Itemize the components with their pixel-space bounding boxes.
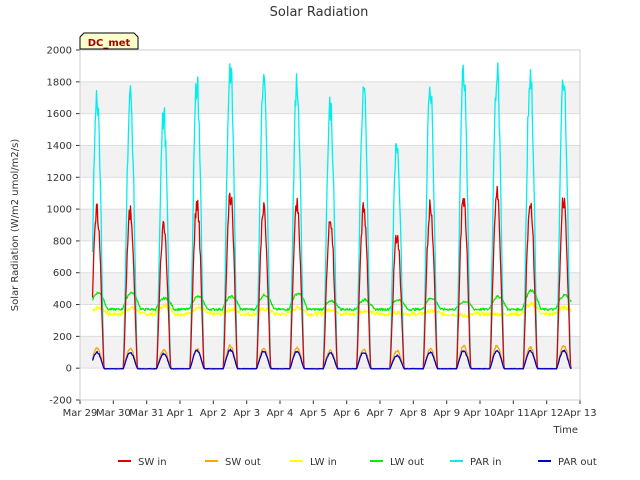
y-tick-label: 1400 <box>47 141 72 152</box>
x-tick-label: Apr 11 <box>497 408 530 419</box>
station-badge: DC_met <box>79 32 139 50</box>
x-tick-label: Apr 4 <box>267 408 294 419</box>
grid-band <box>80 177 580 210</box>
x-tick-label: Mar 31 <box>129 408 164 419</box>
x-tick-label: Apr 2 <box>200 408 227 419</box>
x-axis-label: Time <box>553 425 578 436</box>
station-badge-shape <box>79 32 139 50</box>
x-tick-label: Apr 1 <box>167 408 194 419</box>
legend-label-lw-in: LW in <box>310 457 337 468</box>
legend-label-par-out: PAR out <box>558 457 597 468</box>
series-line-par-out <box>91 348 572 370</box>
x-tick-label: Apr 9 <box>433 408 460 419</box>
x-tick-label: Apr 6 <box>333 408 360 419</box>
legend-label-lw-out: LW out <box>390 457 424 468</box>
y-tick-label: 1000 <box>47 205 72 216</box>
y-tick-label: 600 <box>53 268 72 279</box>
legend: SW in SW out LW in LW out PAR in PAR out <box>118 457 597 468</box>
legend-label-sw-out: SW out <box>225 457 261 468</box>
chart-title: Solar Radiation <box>270 5 369 20</box>
y-tick-label: 0 <box>66 364 72 375</box>
grid-band <box>80 368 580 400</box>
legend-label-par-in: PAR in <box>470 457 501 468</box>
x-tick-label: Apr 5 <box>300 408 327 419</box>
y-tick-label: 1600 <box>47 109 72 120</box>
grid-band <box>80 50 580 82</box>
y-tick-label: 1200 <box>47 173 72 184</box>
x-tick-label: Mar 30 <box>96 408 131 419</box>
y-tick-label: 1800 <box>47 77 72 88</box>
y-axis: -200 0 200 400 600 800 1000 1200 1400 1600 1800 200… <box>47 46 80 407</box>
plot-frame <box>79 49 581 401</box>
grid-band <box>80 240 580 273</box>
x-tick-label: Apr 8 <box>400 408 427 419</box>
y-tick-label: -200 <box>49 396 72 407</box>
grid-band <box>80 145 580 178</box>
x-tick-label: Apr 12 <box>530 408 563 419</box>
y-tick-label: 200 <box>53 332 72 343</box>
grid-band <box>80 209 580 241</box>
legend-label-sw-in: SW in <box>138 457 167 468</box>
grid-band <box>80 272 580 305</box>
x-tick-label: Apr 7 <box>367 408 394 419</box>
y-tick-label: 400 <box>53 300 72 311</box>
grid-band <box>80 336 580 369</box>
x-tick-label: Apr 13 <box>563 408 596 419</box>
y-axis-label: Solar Radiation (W/m2 umol/m2/s) <box>10 139 21 312</box>
x-tick-label: Mar 29 <box>63 408 98 419</box>
y-tick-label: 800 <box>53 236 72 247</box>
series-layer <box>91 62 572 370</box>
station-badge-label: DC_met <box>88 38 131 49</box>
x-tick-label: Apr 3 <box>233 408 260 419</box>
y-tick-label: 2000 <box>47 46 72 57</box>
x-tick-label: Apr 10 <box>463 408 496 419</box>
